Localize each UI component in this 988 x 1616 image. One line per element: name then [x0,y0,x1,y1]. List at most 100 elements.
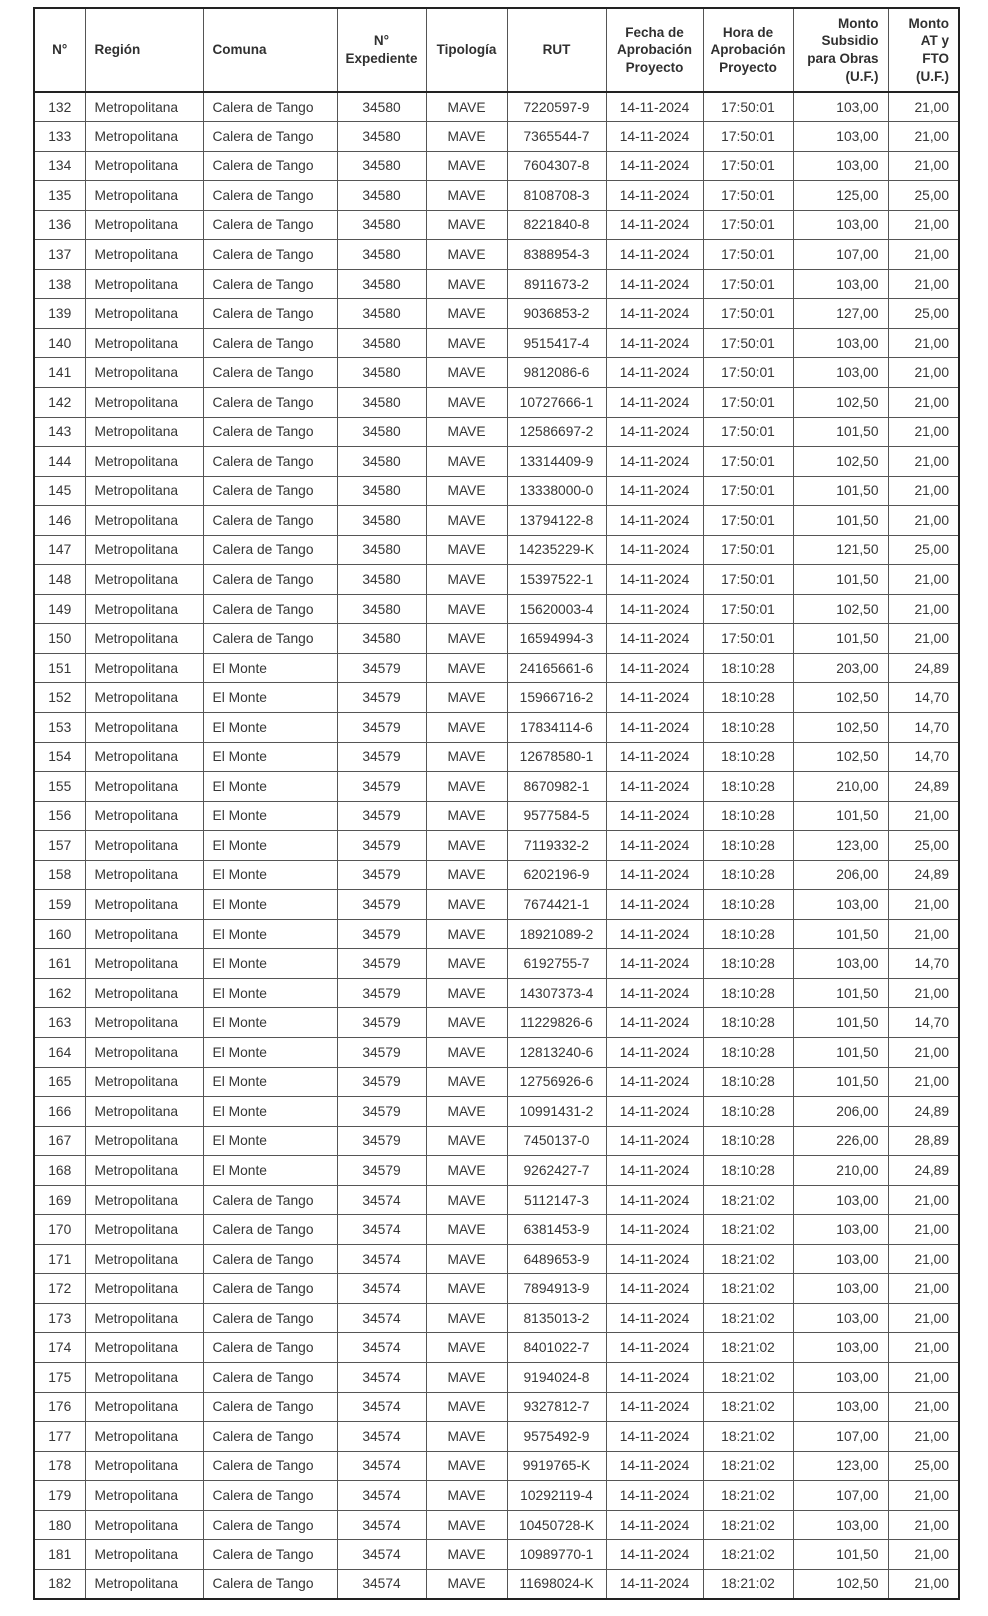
cell-comuna: Calera de Tango [202,91,338,123]
cell-tipologia: MAVE [425,593,508,625]
cell-tipologia: MAVE [425,682,508,713]
cell-tipologia: MAVE [425,1421,508,1452]
cell-expediente: 34579 [336,859,427,891]
cell-region: Metropolitana [84,121,204,152]
cell-rut: 9919765-K [506,1450,607,1482]
cell-expediente: 34580 [336,564,427,595]
cell-monto_subsidio: 101,50 [792,416,889,448]
cell-hora: 18:21:02 [702,1421,794,1452]
cell-tipologia: MAVE [425,977,508,1009]
cell-expediente: 34580 [336,534,427,566]
cell-n: 164 [33,1037,86,1068]
cell-hora: 18:21:02 [702,1243,794,1275]
cell-comuna: Calera de Tango [202,446,338,477]
cell-hora: 17:50:01 [702,91,794,123]
cell-hora: 18:21:02 [702,1332,794,1364]
cell-fecha: 14-11-2024 [605,1362,704,1393]
cell-n: 154 [33,741,86,773]
cell-tipologia: MAVE [425,505,508,536]
cell-tipologia: MAVE [425,446,508,477]
cell-hora: 18:10:28 [702,918,794,950]
cell-hora: 17:50:01 [702,327,794,359]
table-row: 132 Metropolitana Calera de Tango 34580 MAVE… [33,91,960,123]
cell-monto_at: 21,00 [887,150,960,182]
cell-rut: 10989770-1 [506,1539,607,1570]
cell-fecha: 14-11-2024 [605,1037,704,1068]
cell-expediente: 34574 [336,1539,427,1570]
cell-hora: 18:10:28 [702,830,794,861]
col-header-hora: Hora de Aprobación Proyecto [702,7,794,93]
cell-n: 169 [33,1184,86,1216]
cell-monto_at: 21,00 [887,327,960,359]
cell-n: 182 [33,1568,86,1600]
cell-tipologia: MAVE [425,1568,508,1600]
cell-tipologia: MAVE [425,1066,508,1098]
cell-comuna: El Monte [202,1037,338,1068]
cell-monto_subsidio: 103,00 [792,1362,889,1393]
cell-monto_subsidio: 103,00 [792,150,889,182]
cell-comuna: Calera de Tango [202,327,338,359]
cell-expediente: 34580 [336,386,427,418]
cell-monto_subsidio: 103,00 [792,1214,889,1245]
cell-n: 137 [33,239,86,270]
table-row: 153 Metropolitana El Monte 34579 MAVE 1783411… [33,711,960,743]
col-header-rut: RUT [506,7,607,93]
cell-monto_subsidio: 226,00 [792,1125,889,1157]
cell-monto_subsidio: 103,00 [792,1243,889,1275]
cell-region: Metropolitana [84,357,204,388]
cell-hora: 18:21:02 [702,1362,794,1393]
cell-fecha: 14-11-2024 [605,1421,704,1452]
cell-region: Metropolitana [84,1096,204,1127]
cell-monto_subsidio: 102,50 [792,593,889,625]
cell-expediente: 34574 [336,1421,427,1452]
cell-monto_at: 21,00 [887,1568,960,1600]
cell-tipologia: MAVE [425,1509,508,1541]
cell-comuna: El Monte [202,1155,338,1186]
cell-region: Metropolitana [84,505,204,536]
cell-hora: 17:50:01 [702,268,794,300]
cell-monto_subsidio: 101,50 [792,918,889,950]
cell-fecha: 14-11-2024 [605,1480,704,1511]
cell-expediente: 34574 [336,1450,427,1482]
cell-monto_at: 21,00 [887,416,960,448]
cell-tipologia: MAVE [425,386,508,418]
cell-tipologia: MAVE [425,268,508,300]
cell-monto_subsidio: 107,00 [792,1421,889,1452]
table-row: 139 Metropolitana Calera de Tango 34580 MAVE… [33,298,960,329]
cell-expediente: 34579 [336,918,427,950]
cell-hora: 17:50:01 [702,357,794,388]
cell-monto_at: 21,00 [887,91,960,123]
cell-n: 174 [33,1332,86,1364]
cell-comuna: El Monte [202,1125,338,1157]
cell-fecha: 14-11-2024 [605,446,704,477]
table-row: 173 Metropolitana Calera de Tango 34574 MAVE… [33,1302,960,1334]
cell-expediente: 34574 [336,1509,427,1541]
cell-n: 157 [33,830,86,861]
table-row: 159 Metropolitana El Monte 34579 MAVE 7674421… [33,889,960,920]
cell-hora: 17:50:01 [702,209,794,241]
cell-tipologia: MAVE [425,1480,508,1511]
cell-tipologia: MAVE [425,1273,508,1304]
cell-comuna: El Monte [202,948,338,979]
cell-fecha: 14-11-2024 [605,1332,704,1364]
cell-rut: 11698024-K [506,1568,607,1600]
cell-hora: 17:50:01 [702,150,794,182]
table-row: 180 Metropolitana Calera de Tango 34574 MAVE… [33,1509,960,1541]
cell-region: Metropolitana [84,1509,204,1541]
cell-monto_subsidio: 101,50 [792,800,889,832]
cell-tipologia: MAVE [425,1362,508,1393]
cell-n: 141 [33,357,86,388]
cell-rut: 9036853-2 [506,298,607,329]
cell-monto_at: 21,00 [887,1302,960,1334]
cell-monto_at: 21,00 [887,505,960,536]
cell-rut: 8401022-7 [506,1332,607,1364]
cell-fecha: 14-11-2024 [605,534,704,566]
table-row: 146 Metropolitana Calera de Tango 34580 MAVE… [33,505,960,536]
cell-region: Metropolitana [84,534,204,566]
table-row: 181 Metropolitana Calera de Tango 34574 MAVE… [33,1539,960,1570]
cell-hora: 17:50:01 [702,416,794,448]
cell-hora: 18:10:28 [702,1125,794,1157]
cell-rut: 9812086-6 [506,357,607,388]
cell-comuna: El Monte [202,711,338,743]
cell-rut: 7894913-9 [506,1273,607,1304]
